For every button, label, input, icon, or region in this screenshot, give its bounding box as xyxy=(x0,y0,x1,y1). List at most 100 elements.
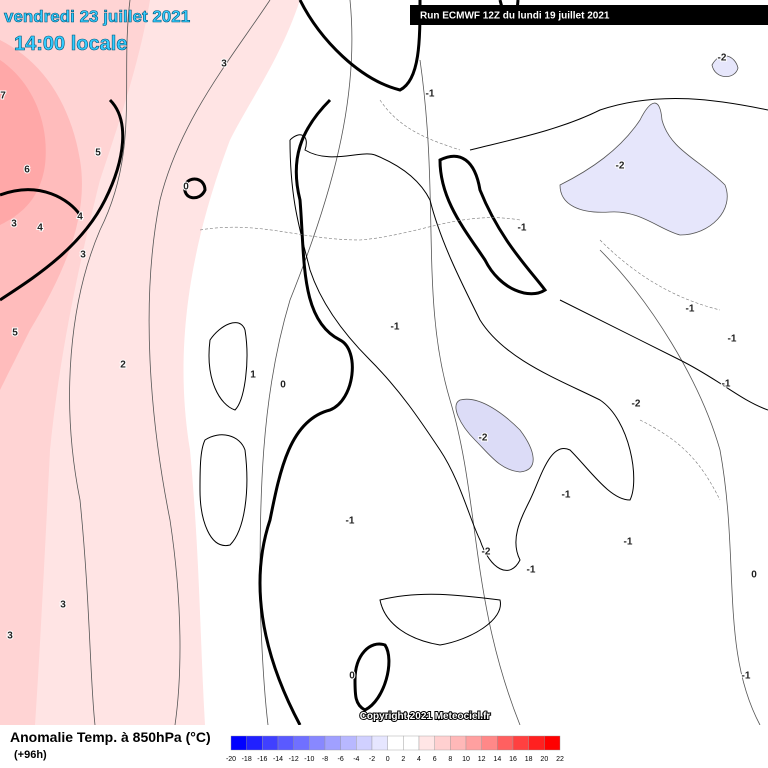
contour-label: 3 xyxy=(221,59,227,70)
zero-isotherm xyxy=(298,0,422,92)
coastline xyxy=(289,134,635,571)
scale-label: 18 xyxy=(525,756,533,763)
scale-swatch xyxy=(262,735,279,751)
contour-label: -2 xyxy=(718,53,727,64)
contour-label: 4 xyxy=(77,212,83,223)
scale-label: 14 xyxy=(493,756,501,763)
scale-label: -8 xyxy=(322,756,328,763)
contour-label: 3 xyxy=(11,219,17,230)
contour-label: -1 xyxy=(391,322,400,333)
scale-label: -10 xyxy=(304,756,314,763)
scale-label: -20 xyxy=(226,756,236,763)
lead-time: (+96h) xyxy=(14,749,47,761)
scale-swatch xyxy=(450,735,467,751)
contour-label: -2 xyxy=(479,433,488,444)
scale-label: -16 xyxy=(257,756,267,763)
scale-swatch xyxy=(528,735,545,751)
run-banner xyxy=(410,5,768,25)
zero-isotherm xyxy=(183,177,207,200)
scale-swatch xyxy=(387,735,404,751)
scale-label: -18 xyxy=(242,756,252,763)
scale-label: 16 xyxy=(509,756,517,763)
contour-label: -1 xyxy=(346,516,355,527)
color-scale: -20 -18 -16 -14 -12 -10 -8 -6 -4 -2 0 2 4 6 8 10 12 14 16 1… xyxy=(226,735,564,763)
contour-label: -2 xyxy=(482,547,491,558)
contour-label: -1 xyxy=(728,334,737,345)
contour-label: -1 xyxy=(426,89,435,100)
scale-swatch xyxy=(418,735,435,751)
contour-label: -1 xyxy=(562,490,571,501)
scale-swatch xyxy=(277,735,294,751)
date-label: vendredi 23 juillet 2021 xyxy=(4,7,190,26)
scale-label: 4 xyxy=(417,756,421,763)
contour-label: 0 xyxy=(751,570,757,581)
scale-label: 10 xyxy=(462,756,470,763)
scale-label: 12 xyxy=(478,756,486,763)
contour-label: 5 xyxy=(12,328,18,339)
warm-area xyxy=(0,60,46,225)
country-border xyxy=(199,99,721,501)
scale-label: 2 xyxy=(401,756,405,763)
scale-swatch xyxy=(309,735,326,751)
cold-area xyxy=(711,55,739,78)
scale-label: 6 xyxy=(433,756,437,763)
scale-label: -4 xyxy=(353,756,359,763)
time-label: 14:00 locale xyxy=(14,33,127,55)
contour-label: 2 xyxy=(120,360,126,371)
zero-isotherm xyxy=(353,642,391,712)
contour-label: 6 xyxy=(24,165,30,176)
contour-label: 3 xyxy=(80,250,86,261)
contour-label: -2 xyxy=(632,399,641,410)
contour-label: 7 xyxy=(0,91,6,102)
contour-label: -1 xyxy=(742,671,751,682)
scale-label: -12 xyxy=(289,756,299,763)
contour-label: 5 xyxy=(95,148,101,159)
scale-swatch xyxy=(403,735,420,751)
contour-label: -1 xyxy=(518,223,527,234)
cold-area xyxy=(455,398,534,473)
coastline xyxy=(469,97,768,411)
coastline xyxy=(379,593,501,646)
contour-label: -1 xyxy=(722,379,731,390)
scale-swatch xyxy=(371,735,388,751)
scale-swatch xyxy=(465,735,482,751)
contour-label: 0 xyxy=(183,182,189,193)
contour-label: 4 xyxy=(37,223,43,234)
scale-swatch xyxy=(481,735,498,751)
coastline xyxy=(208,322,248,411)
contour-label: -2 xyxy=(616,161,625,172)
scale-swatch xyxy=(434,735,451,751)
isotherm xyxy=(259,0,353,726)
contour-label: 3 xyxy=(7,631,13,642)
scale-label: 22 xyxy=(556,756,564,763)
contour-labels: 3 -1 -2 7 5 6 0 -2 3 4 4 3 -1 5 -1 -1 -1 2 1 0 -1 -2 -2 -1 -1 -1 -… xyxy=(0,52,758,683)
scale-swatch xyxy=(356,735,373,751)
isotherm xyxy=(419,59,521,726)
scale-label: -14 xyxy=(273,756,283,763)
scale-swatch xyxy=(544,735,561,751)
copyright: Copyright 2021 Meteociel.fr xyxy=(360,711,491,722)
isotherm xyxy=(148,0,271,726)
coastline xyxy=(199,434,248,546)
contour-label: -1 xyxy=(527,565,536,576)
zero-isotherm xyxy=(0,98,125,302)
scale-swatch xyxy=(230,735,247,751)
scale-swatch xyxy=(512,735,529,751)
scale-swatch xyxy=(497,735,514,751)
contour-label: -1 xyxy=(686,304,695,315)
scale-swatch xyxy=(324,735,341,751)
scale-label: -6 xyxy=(338,756,344,763)
scale-label: -2 xyxy=(369,756,375,763)
contour-label: 3 xyxy=(60,600,66,611)
scale-swatch xyxy=(246,735,263,751)
isotherm xyxy=(599,249,761,726)
scale-label: 0 xyxy=(386,756,390,763)
zero-isotherm xyxy=(438,154,548,296)
contour-label: 0 xyxy=(349,671,355,682)
legend-title: Anomalie Temp. à 850hPa (°C) xyxy=(10,729,211,745)
scale-label: 20 xyxy=(540,756,548,763)
scale-swatch xyxy=(340,735,357,751)
cold-area xyxy=(559,102,728,236)
